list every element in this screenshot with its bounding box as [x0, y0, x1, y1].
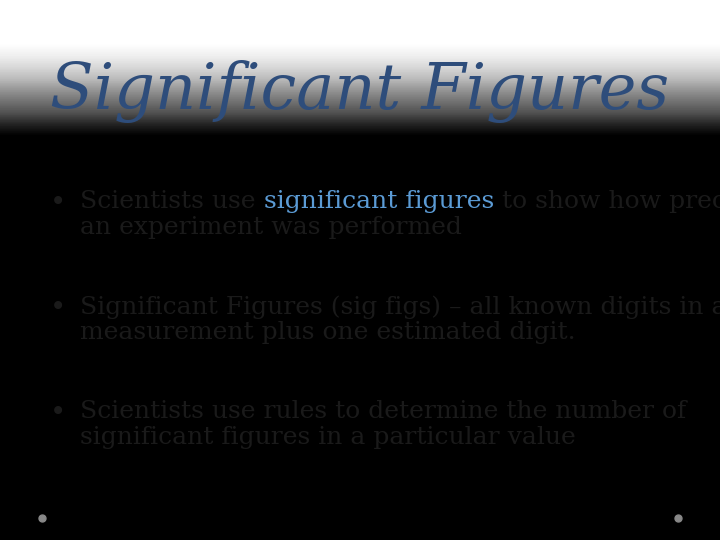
Text: •: • — [50, 400, 66, 427]
Text: Scientists use: Scientists use — [80, 190, 264, 213]
Text: •: • — [50, 295, 66, 322]
Text: significant figures: significant figures — [264, 190, 494, 213]
Text: to show how precisely: to show how precisely — [494, 190, 720, 213]
Text: an experiment was performed: an experiment was performed — [80, 216, 462, 239]
Text: measurement plus one estimated digit.: measurement plus one estimated digit. — [80, 321, 575, 344]
Text: Significant Figures (sig figs) – all known digits in a: Significant Figures (sig figs) – all kno… — [80, 295, 720, 319]
Text: •: • — [50, 190, 66, 217]
Text: significant figures in a particular value: significant figures in a particular valu… — [80, 426, 576, 449]
Text: Scientists use rules to determine the number of: Scientists use rules to determine the nu… — [80, 400, 686, 423]
Text: Significant Figures: Significant Figures — [50, 60, 670, 123]
